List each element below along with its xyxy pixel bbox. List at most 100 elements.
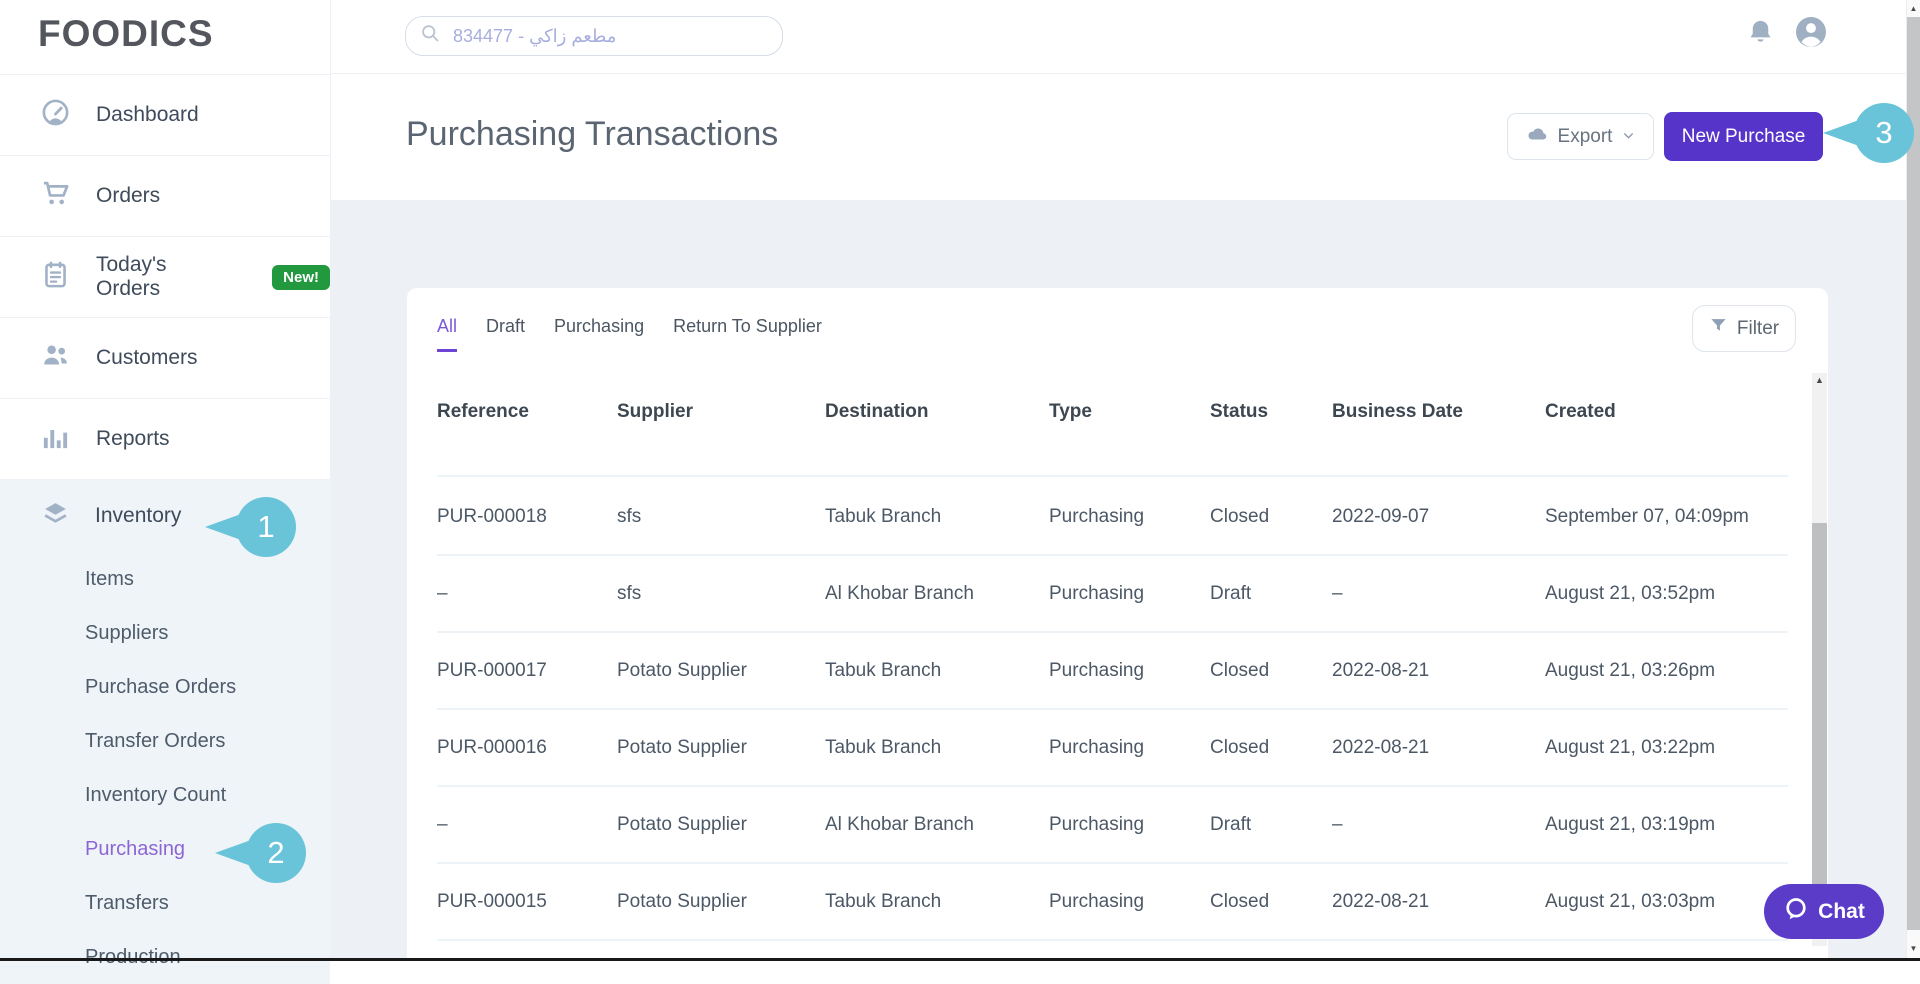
table-header-row: Reference Supplier Destination Type Status Bu… — [437, 373, 1788, 477]
transactions-card: All Draft Purchasing Return To Supplier Fil… — [407, 288, 1828, 968]
table-cell: – — [1332, 582, 1343, 604]
table-cell: PUR-000017 — [437, 659, 547, 681]
sidebar-item-label: Today's Orders — [96, 253, 167, 300]
table-cell: Potato Supplier — [617, 659, 747, 681]
foodics-logo[interactable]: FOODICS — [38, 13, 214, 54]
sidebar-item-customers[interactable]: Customers — [0, 318, 330, 399]
table-cell: Tabuk Branch — [825, 659, 942, 681]
table-cell: August 21, 03:03pm — [1545, 890, 1716, 912]
sidebar-item-reports[interactable]: Reports — [0, 399, 330, 480]
table-cell: 2022-08-21 — [1332, 890, 1430, 912]
table-cell: Potato Supplier — [617, 736, 747, 758]
content-area: All Draft Purchasing Return To Supplier Fil… — [331, 200, 1920, 968]
chat-bubble-icon — [1783, 896, 1809, 928]
column-header-business-date: Business Date — [1332, 401, 1463, 422]
search-input[interactable] — [451, 24, 768, 48]
filter-label: Filter — [1736, 317, 1780, 339]
table-cell: Purchasing — [1049, 505, 1145, 527]
sidebar-item-label: Reports — [96, 427, 170, 450]
chat-button[interactable]: Chat — [1764, 884, 1884, 939]
topbar — [331, 0, 1920, 74]
column-header-reference: Reference — [437, 401, 529, 422]
export-label: Export — [1557, 125, 1613, 147]
table-row[interactable]: PUR-000018 sfs Tabuk Branch Purchasing Close… — [437, 479, 1788, 556]
cloud-icon — [1526, 123, 1548, 151]
table-cell: Tabuk Branch — [825, 505, 942, 527]
sidebar-item-label: Orders — [96, 184, 161, 207]
tab-draft[interactable]: Draft — [486, 316, 526, 336]
column-header-type: Type — [1049, 401, 1092, 422]
table-cell: Tabuk Branch — [825, 890, 942, 912]
window-scrollbar[interactable]: ▲ ▼ — [1906, 0, 1920, 961]
sidebar-item-orders[interactable]: Orders — [0, 156, 330, 237]
user-avatar-icon[interactable] — [1793, 14, 1829, 53]
table-row[interactable]: – Potato Supplier Al Khobar Branch Purchasi… — [437, 787, 1788, 864]
sidebar-subitem-transfers[interactable]: Transfers — [85, 891, 169, 914]
clipboard-icon — [40, 259, 71, 296]
table-cell: Tabuk Branch — [825, 736, 942, 758]
customers-icon — [40, 340, 71, 377]
sidebar-item-inventory[interactable]: Inventory — [0, 480, 330, 552]
table-cell: – — [1332, 813, 1343, 835]
export-button[interactable]: Export — [1507, 113, 1654, 160]
sidebar-subitem-purchasing[interactable]: Purchasing — [85, 837, 186, 860]
tab-return-to-supplier[interactable]: Return To Supplier — [673, 316, 822, 336]
table-cell: August 21, 03:22pm — [1545, 736, 1716, 758]
table-cell: PUR-000016 — [437, 736, 547, 758]
page-title: Purchasing Transactions — [406, 115, 779, 153]
sidebar-subitem-transfer-orders[interactable]: Transfer Orders — [85, 729, 226, 752]
funnel-icon — [1709, 316, 1728, 341]
sidebar: FOODICS Dashboard Orders Today's Orders New… — [0, 0, 331, 984]
table-scroll-up-icon[interactable]: ▲ — [1815, 375, 1824, 385]
table-cell: Purchasing — [1049, 659, 1145, 681]
sidebar-subitem-purchase-orders[interactable]: Purchase Orders — [85, 675, 237, 698]
table-cell: Al Khobar Branch — [825, 582, 974, 604]
table-cell: 2022-08-21 — [1332, 736, 1430, 758]
sidebar-item-label: Inventory — [95, 504, 182, 527]
table-body: PUR-000018 sfs Tabuk Branch Purchasing Close… — [437, 479, 1788, 941]
table-cell: Closed — [1210, 505, 1270, 527]
table-cell: Draft — [1210, 813, 1252, 835]
new-purchase-button[interactable]: New Purchase — [1664, 112, 1823, 161]
table-row[interactable]: PUR-000017 Potato Supplier Tabuk Branch Pur… — [437, 633, 1788, 710]
tab-all[interactable]: All — [437, 316, 458, 352]
table-scrollbar[interactable]: ▲ — [1812, 373, 1827, 946]
table-cell: August 21, 03:52pm — [1545, 582, 1716, 604]
column-header-created: Created — [1545, 401, 1616, 422]
table-cell: Closed — [1210, 736, 1270, 758]
column-header-status: Status — [1210, 401, 1269, 422]
notification-bell-icon[interactable] — [1745, 17, 1776, 51]
sidebar-nav: Dashboard Orders Today's Orders New! Custome… — [0, 74, 330, 984]
table-cell: Purchasing — [1049, 890, 1145, 912]
table-cell: – — [437, 813, 448, 835]
sidebar-subitem-items[interactable]: Items — [85, 567, 134, 590]
sidebar-subitem-production[interactable]: Production — [85, 945, 181, 968]
table-cell: Potato Supplier — [617, 813, 747, 835]
table-cell: PUR-000018 — [437, 505, 547, 527]
table-cell: Draft — [1210, 582, 1252, 604]
table-cell: 2022-09-07 — [1332, 505, 1430, 527]
chevron-down-icon — [1622, 126, 1635, 148]
callout-1: 1 — [236, 497, 296, 557]
table-row[interactable]: PUR-000016 Potato Supplier Tabuk Branch Pur… — [437, 710, 1788, 787]
sidebar-subitem-suppliers[interactable]: Suppliers — [85, 621, 169, 644]
table-cell: Potato Supplier — [617, 890, 747, 912]
window-scroll-down-icon[interactable]: ▼ — [1909, 944, 1918, 953]
table-row[interactable]: – sfs Al Khobar Branch Purchasing Draft – Augu… — [437, 556, 1788, 633]
table-cell: sfs — [617, 505, 642, 527]
table-scrollbar-thumb[interactable] — [1812, 523, 1827, 905]
sidebar-item-dashboard[interactable]: Dashboard — [0, 75, 330, 156]
table-row[interactable]: PUR-000015 Potato Supplier Tabuk Branch Pur… — [437, 864, 1788, 941]
table-cell: sfs — [617, 582, 642, 604]
sidebar-item-today-s-orders[interactable]: Today's Orders New! — [0, 237, 330, 318]
sidebar-item-label: Dashboard — [96, 103, 199, 126]
window-scroll-up-icon[interactable]: ▲ — [1909, 4, 1918, 13]
table-cell: Al Khobar Branch — [825, 813, 974, 835]
filter-button[interactable]: Filter — [1692, 305, 1796, 352]
tab-purchasing[interactable]: Purchasing — [554, 316, 645, 336]
table-cell: 2022-08-21 — [1332, 659, 1430, 681]
window-scrollbar-thumb[interactable] — [1907, 17, 1920, 930]
sidebar-subitem-inventory-count[interactable]: Inventory Count — [85, 783, 227, 806]
table-cell: August 21, 03:26pm — [1545, 659, 1716, 681]
callout-3: 3 — [1854, 103, 1914, 163]
